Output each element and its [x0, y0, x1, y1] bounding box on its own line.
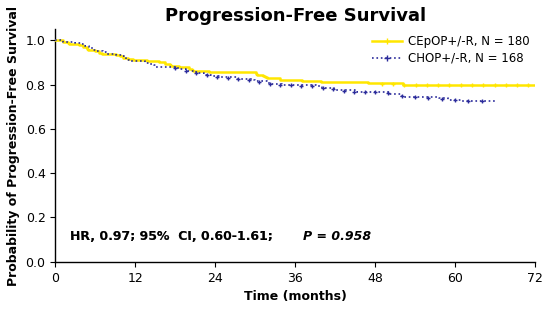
- Text: HR, 0.97; 95%  CI, 0.60-1.61;: HR, 0.97; 95% CI, 0.60-1.61;: [70, 230, 277, 243]
- Text: HR, 0.97; 95%  CI, 0.60-1.61; P = 0.958: HR, 0.97; 95% CI, 0.60-1.61; P = 0.958: [70, 230, 346, 243]
- Text: P = 0.958: P = 0.958: [303, 230, 371, 243]
- Y-axis label: Probability of Progression-Free Survival: Probability of Progression-Free Survival: [7, 6, 20, 286]
- Text: HR, 0.97; 95%  CI, 0.60-1.61;: HR, 0.97; 95% CI, 0.60-1.61;: [70, 230, 277, 243]
- Title: Progression-Free Survival: Progression-Free Survival: [164, 7, 426, 25]
- Legend: CEpOP+/-R, N = 180, CHOP+/-R, N = 168: CEpOP+/-R, N = 180, CHOP+/-R, N = 168: [372, 35, 529, 65]
- X-axis label: Time (months): Time (months): [244, 290, 346, 303]
